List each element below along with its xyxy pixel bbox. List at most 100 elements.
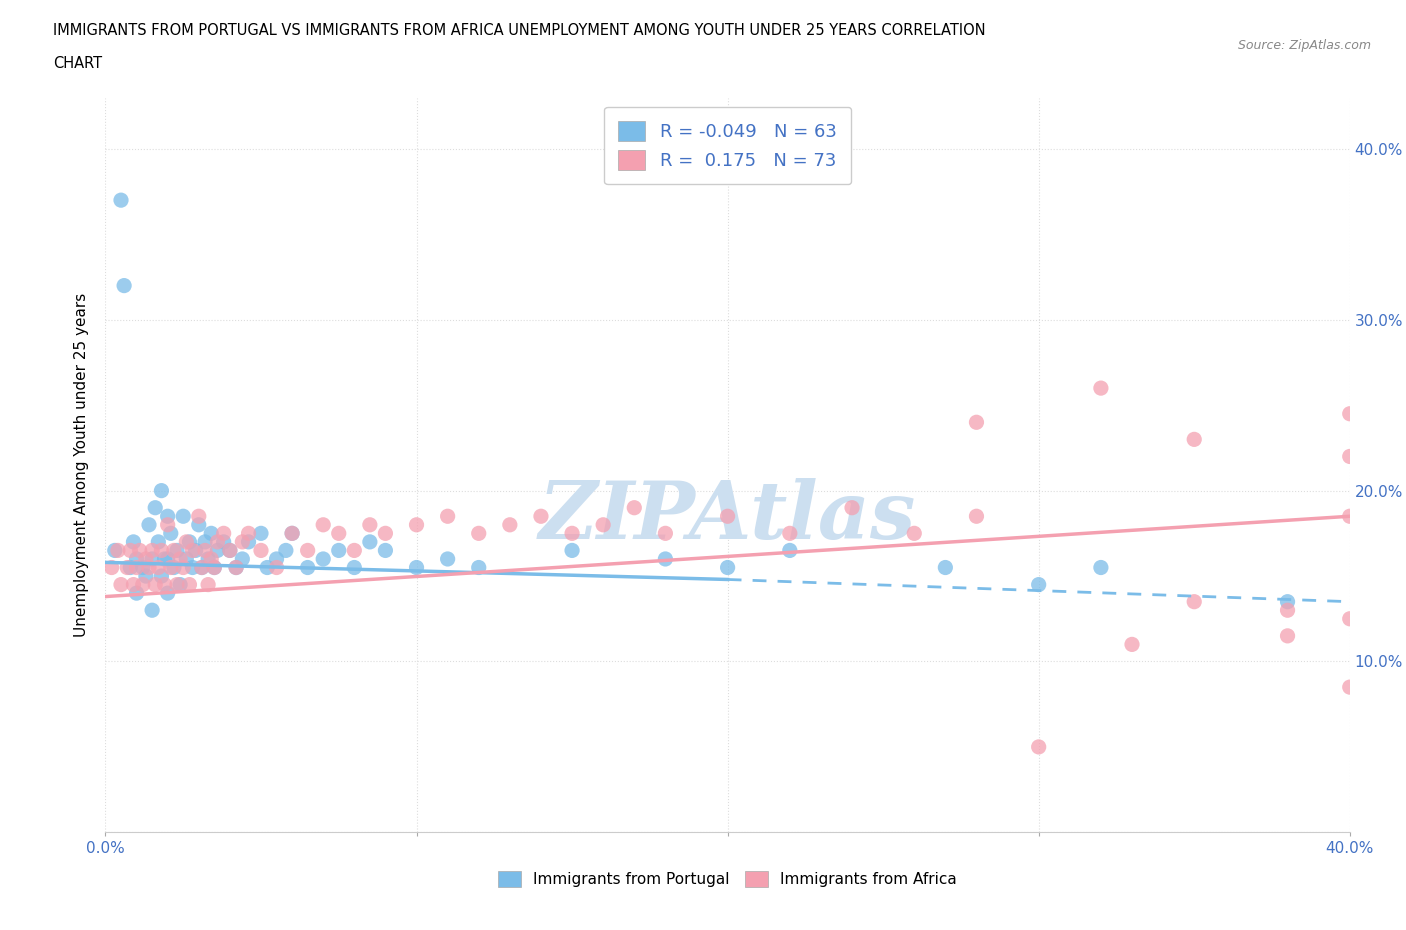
Point: [1277, 594, 1299, 609]
Point: [297, 560, 319, 575]
Point: [312, 517, 335, 532]
Point: [343, 560, 366, 575]
Point: [138, 517, 160, 532]
Point: [169, 551, 191, 566]
Point: [1121, 637, 1143, 652]
Point: [138, 560, 160, 575]
Point: [202, 560, 225, 575]
Point: [1339, 611, 1361, 626]
Point: [135, 551, 157, 566]
Point: [153, 578, 176, 592]
Point: [150, 568, 173, 583]
Point: [250, 543, 273, 558]
Point: [219, 543, 242, 558]
Point: [231, 551, 253, 566]
Point: [1090, 560, 1112, 575]
Point: [125, 551, 148, 566]
Point: [1182, 432, 1205, 446]
Point: [159, 560, 181, 575]
Point: [194, 535, 217, 550]
Point: [122, 578, 145, 592]
Point: [374, 525, 396, 540]
Point: [592, 517, 614, 532]
Point: [110, 578, 132, 592]
Point: [266, 560, 288, 575]
Point: [231, 535, 253, 550]
Point: [312, 551, 335, 566]
Point: [197, 578, 219, 592]
Point: [187, 509, 209, 524]
Point: [166, 543, 188, 558]
Point: [1182, 594, 1205, 609]
Point: [194, 543, 217, 558]
Point: [169, 578, 191, 592]
Point: [143, 500, 166, 515]
Point: [467, 560, 489, 575]
Text: IMMIGRANTS FROM PORTUGAL VS IMMIGRANTS FROM AFRICA UNEMPLOYMENT AMONG YOUTH UNDE: IMMIGRANTS FROM PORTUGAL VS IMMIGRANTS F…: [53, 23, 986, 38]
Point: [405, 560, 427, 575]
Point: [159, 525, 181, 540]
Point: [623, 500, 645, 515]
Point: [125, 586, 148, 601]
Point: [256, 560, 278, 575]
Y-axis label: Unemployment Among Youth under 25 years: Unemployment Among Youth under 25 years: [75, 293, 90, 637]
Point: [281, 525, 304, 540]
Point: [225, 560, 247, 575]
Point: [156, 509, 179, 524]
Point: [779, 525, 801, 540]
Point: [212, 535, 235, 550]
Point: [179, 535, 201, 550]
Point: [187, 517, 209, 532]
Point: [141, 551, 163, 566]
Point: [122, 535, 145, 550]
Point: [654, 525, 676, 540]
Point: [250, 525, 273, 540]
Point: [148, 560, 170, 575]
Point: [132, 578, 155, 592]
Legend: Immigrants from Portugal, Immigrants from Africa: Immigrants from Portugal, Immigrants fro…: [491, 863, 965, 895]
Point: [135, 568, 157, 583]
Point: [359, 517, 381, 532]
Point: [120, 543, 142, 558]
Point: [1277, 629, 1299, 644]
Point: [150, 484, 173, 498]
Point: [359, 535, 381, 550]
Point: [965, 509, 987, 524]
Point: [104, 543, 127, 558]
Point: [934, 560, 956, 575]
Point: [125, 560, 148, 575]
Point: [207, 543, 229, 558]
Point: [110, 193, 132, 207]
Point: [181, 560, 204, 575]
Point: [172, 509, 194, 524]
Point: [219, 543, 242, 558]
Point: [965, 415, 987, 430]
Point: [561, 543, 583, 558]
Point: [274, 543, 297, 558]
Point: [197, 551, 219, 566]
Point: [238, 535, 260, 550]
Text: Source: ZipAtlas.com: Source: ZipAtlas.com: [1237, 39, 1371, 52]
Point: [717, 509, 740, 524]
Point: [374, 543, 396, 558]
Point: [717, 560, 740, 575]
Point: [1339, 449, 1361, 464]
Point: [225, 560, 247, 575]
Point: [128, 543, 150, 558]
Point: [181, 543, 204, 558]
Point: [153, 551, 176, 566]
Point: [903, 525, 925, 540]
Point: [148, 535, 170, 550]
Point: [530, 509, 553, 524]
Point: [191, 560, 214, 575]
Point: [100, 560, 122, 575]
Point: [1028, 578, 1050, 592]
Point: [112, 278, 135, 293]
Point: [107, 543, 129, 558]
Point: [166, 578, 188, 592]
Point: [1339, 509, 1361, 524]
Point: [184, 543, 207, 558]
Point: [202, 560, 225, 575]
Point: [200, 551, 222, 566]
Point: [156, 586, 179, 601]
